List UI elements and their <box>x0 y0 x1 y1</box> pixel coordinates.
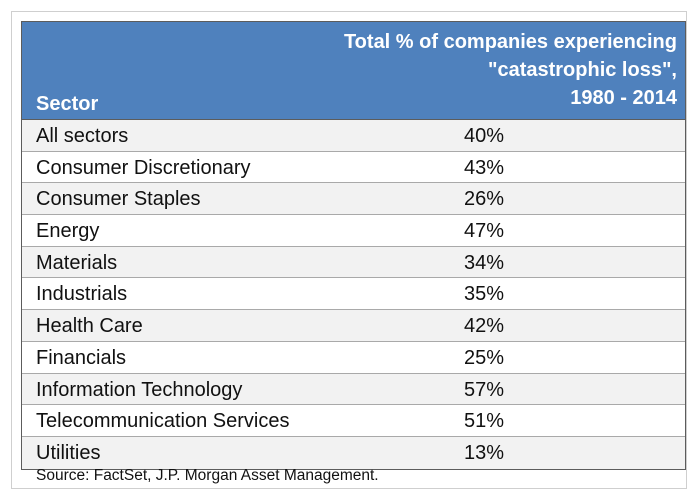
header-sector: Sector <box>36 93 99 115</box>
sector-cell: Telecommunication Services <box>36 410 290 433</box>
value-cell: 13% <box>463 441 505 464</box>
table-row: Consumer Staples 26% <box>22 183 685 216</box>
sector-cell: Industrials <box>36 283 128 306</box>
table-row: Telecommunication Services 51% <box>22 405 685 437</box>
value-cell: 42% <box>463 315 505 338</box>
value-cell: 25% <box>463 346 505 369</box>
header-value-line-3: 1980 - 2014 <box>570 87 677 109</box>
table-row: Energy 47% <box>22 215 685 247</box>
value-cell: 34% <box>463 251 505 274</box>
table-row: Financials 25% <box>22 341 685 374</box>
table-header: Sector Total % of companies experiencing… <box>22 22 685 120</box>
value-cell: 47% <box>463 220 505 243</box>
table-row: Materials 34% <box>22 246 685 279</box>
sector-cell: Utilities <box>36 441 101 464</box>
table-row: Utilities 13% <box>22 436 685 469</box>
header-value-line-1: Total % of companies experiencing <box>343 31 677 53</box>
sector-cell: Consumer Staples <box>36 188 201 211</box>
table-row: All sectors 40% <box>22 120 685 152</box>
sector-cell: Consumer Discretionary <box>36 156 251 179</box>
sector-cell: Energy <box>36 220 100 243</box>
value-cell: 51% <box>463 410 505 433</box>
value-cell: 26% <box>463 188 505 211</box>
table-row: Consumer Discretionary 43% <box>22 151 685 184</box>
source-note: Source: FactSet, J.P. Morgan Asset Manag… <box>36 467 379 484</box>
value-cell: 43% <box>463 156 505 179</box>
value-cell: 40% <box>463 125 505 147</box>
table-row: Information Technology 57% <box>22 373 685 406</box>
table-body: All sectors 40% Consumer Discretionary 43% C… <box>22 120 685 469</box>
header-value-line-2: "catastrophic loss", <box>487 59 677 81</box>
table-row: Industrials 35% <box>22 278 685 311</box>
sector-cell: Materials <box>36 251 118 274</box>
table-row: Health Care 42% <box>22 310 685 342</box>
catastrophic-loss-table: Sector Total % of companies experiencing… <box>21 21 686 470</box>
sector-cell: All sectors <box>36 125 129 147</box>
sector-cell: Information Technology <box>36 378 243 401</box>
header-value: Total % of companies experiencing "catas… <box>277 28 677 112</box>
value-cell: 35% <box>463 283 505 306</box>
sector-cell: Health Care <box>36 315 143 338</box>
sector-cell: Financials <box>36 346 127 369</box>
value-cell: 57% <box>463 378 505 401</box>
